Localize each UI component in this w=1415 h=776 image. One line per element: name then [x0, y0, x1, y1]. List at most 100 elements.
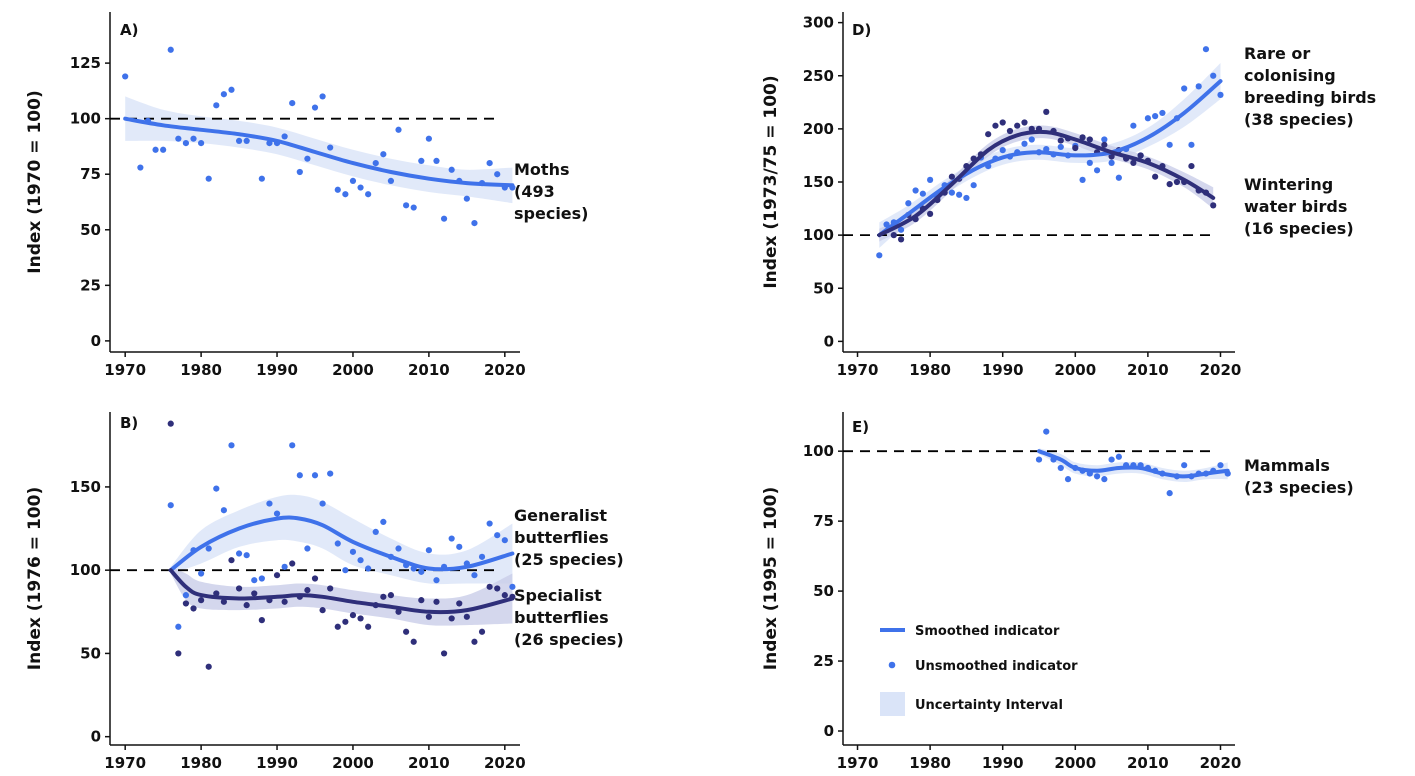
series-label: Rare or [1244, 44, 1310, 63]
panel-e: 1970 1980 1990 2000 2010 2020 0 25 50 75 100 Index … [761, 412, 1354, 772]
data-point [919, 190, 926, 197]
uncertainty-band [125, 96, 513, 204]
y-tick-label: 50 [80, 644, 101, 662]
data-point [251, 590, 258, 597]
data-point [327, 144, 334, 151]
y-tick-label: 100 [803, 226, 834, 244]
data-point [448, 166, 455, 173]
series-label: Moths [514, 160, 569, 179]
data-point [349, 177, 357, 184]
smoothed-line [168, 515, 515, 573]
x-tick-label: 1980 [909, 361, 951, 379]
series-label: Specialist [514, 586, 602, 605]
panel-label: D) [852, 21, 871, 39]
series-label: water birds [1244, 197, 1347, 216]
data-point [357, 615, 364, 622]
uncertainty-band [879, 125, 1214, 242]
panel-label: B) [120, 414, 138, 432]
data-point [478, 628, 486, 635]
y-axis-title: Index (1976 = 100) [25, 487, 45, 670]
y-tick-label: 100 [803, 442, 834, 460]
data-point [433, 157, 440, 164]
data-point [342, 567, 349, 574]
data-point [927, 176, 934, 183]
series-label: Mammals [1244, 456, 1330, 475]
data-point [456, 543, 463, 550]
data-point [243, 137, 250, 144]
y-tick-label: 150 [70, 478, 101, 496]
data-point [304, 545, 311, 552]
y-tick-label: 50 [813, 582, 834, 600]
data-point [311, 575, 319, 582]
data-point [289, 100, 296, 107]
data-point [342, 191, 349, 198]
data-point [365, 565, 372, 572]
data-point [897, 226, 905, 233]
series-label: colonising [1244, 66, 1336, 85]
data-point [410, 638, 417, 645]
data-point [1043, 108, 1050, 115]
legend-unsmoothed-label: Unsmoothed indicator [915, 659, 1078, 674]
data-point [999, 147, 1006, 154]
y-tick-label: 100 [70, 110, 101, 128]
data-point [1115, 174, 1122, 181]
legend-uncertainty-label: Uncertainty Interval [915, 698, 1063, 713]
data-point [478, 553, 486, 560]
smoothed-line [877, 79, 1223, 238]
y-tick-label: 25 [813, 652, 834, 670]
data-point [334, 186, 341, 193]
data-point [1064, 476, 1072, 483]
data-point [471, 220, 478, 227]
data-point [304, 587, 311, 594]
data-point [1210, 202, 1217, 209]
data-point [1210, 72, 1217, 79]
data-point [501, 592, 508, 599]
series-label: Wintering [1244, 175, 1333, 194]
x-tick-label: 2020 [484, 361, 526, 379]
data-point [205, 175, 212, 182]
y-tick-label: 300 [803, 14, 834, 32]
data-point [1188, 141, 1195, 148]
data-point [440, 650, 448, 657]
data-point [1093, 473, 1101, 480]
data-point [418, 157, 425, 164]
data-point [494, 585, 501, 592]
y-axis-title: Index (1995 = 100) [761, 487, 781, 670]
data-point [1130, 159, 1137, 166]
data-point [122, 73, 129, 80]
series-label: species) [514, 204, 588, 223]
x-tick-label: 1990 [982, 361, 1024, 379]
data-point [220, 91, 227, 98]
y-tick-label: 100 [70, 561, 101, 579]
data-point [1043, 428, 1050, 435]
data-point [167, 420, 174, 427]
data-point [1079, 176, 1086, 183]
x-tick-label: 2020 [1200, 361, 1242, 379]
y-tick-label: 25 [80, 276, 101, 294]
data-point [182, 600, 190, 607]
y-tick-label: 75 [813, 512, 834, 530]
data-point [311, 472, 319, 479]
y-tick-label: 75 [80, 165, 101, 183]
x-tick-label: 2000 [1054, 754, 1096, 772]
data-point [486, 520, 493, 527]
data-point [365, 623, 372, 630]
data-point [1188, 162, 1195, 170]
data-point [289, 442, 296, 449]
y-axis-title: Index (1970 = 100) [25, 90, 45, 273]
data-point [380, 518, 387, 525]
panel-d: 1970 1980 1990 2000 2010 2020 0 50 100 150 200 250 3… [761, 12, 1376, 379]
data-point [486, 583, 493, 590]
data-point [213, 590, 220, 597]
data-point [395, 126, 402, 133]
x-tick-label: 1990 [982, 754, 1024, 772]
data-point [425, 547, 432, 554]
data-point [1057, 143, 1064, 151]
data-point [1035, 456, 1043, 463]
series-label: butterflies [514, 528, 609, 547]
x-tick-label: 1980 [180, 754, 222, 772]
series-label: breeding birds [1244, 88, 1376, 107]
data-point [228, 557, 235, 564]
data-point [258, 575, 265, 582]
data-point [425, 613, 432, 620]
